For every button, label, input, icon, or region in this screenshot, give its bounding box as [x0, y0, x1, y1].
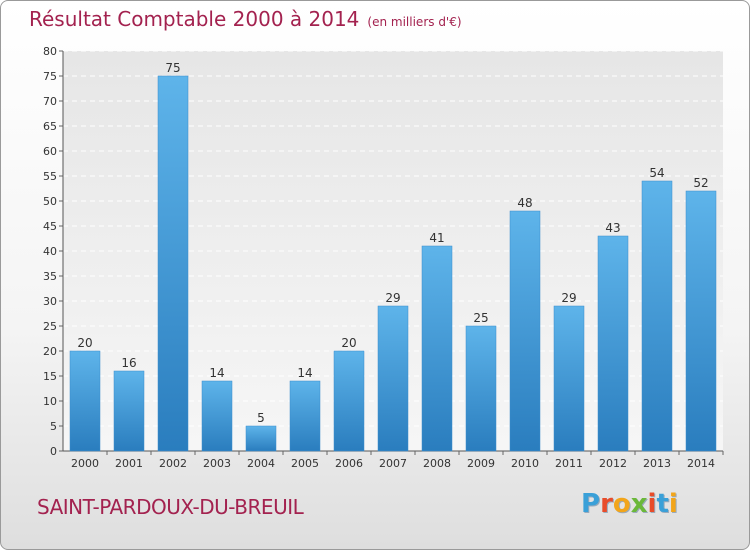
x-tick-label: 2013 — [643, 457, 671, 470]
bar-value-label: 16 — [121, 356, 136, 370]
x-tick-label: 2005 — [291, 457, 319, 470]
logo-letter: t — [656, 489, 669, 519]
logo-letter: i — [647, 489, 657, 519]
bar-value-label: 43 — [605, 221, 620, 235]
bar — [333, 350, 365, 452]
logo-letter: x — [630, 489, 648, 519]
bar-value-label: 5 — [257, 411, 265, 425]
x-tick-label: 2007 — [379, 457, 407, 470]
y-tick-label: 15 — [43, 370, 57, 383]
y-tick-label: 25 — [43, 320, 57, 333]
bar — [685, 190, 717, 452]
y-tick-label: 55 — [43, 170, 57, 183]
bar-value-label: 48 — [517, 196, 532, 210]
y-tick-label: 80 — [43, 45, 57, 58]
y-tick-label: 60 — [43, 145, 57, 158]
x-tick-label: 2001 — [115, 457, 143, 470]
y-tick-label: 70 — [43, 95, 57, 108]
y-tick-label: 35 — [43, 270, 57, 283]
bar — [69, 350, 101, 452]
commune-name: SAINT-PARDOUX-DU-BREUIL — [37, 495, 304, 519]
chart-title-text: Résultat Comptable 2000 à 2014 — [29, 7, 360, 31]
bar-value-label: 54 — [649, 166, 664, 180]
x-tick-label: 2014 — [687, 457, 715, 470]
chart-unit: (en milliers d'€) — [367, 15, 462, 29]
bar-value-label: 25 — [473, 311, 488, 325]
proxiti-logo: Proxiti — [581, 489, 678, 519]
bar — [421, 245, 453, 452]
y-tick-label: 20 — [43, 345, 57, 358]
bar — [465, 325, 497, 452]
bar-value-label: 29 — [561, 291, 576, 305]
bar — [377, 305, 409, 452]
x-tick-label: 2006 — [335, 457, 363, 470]
bar-value-label: 29 — [385, 291, 400, 305]
bar — [641, 180, 673, 452]
logo-letter: r — [600, 489, 613, 519]
logo-letter: i — [668, 489, 678, 519]
bar-value-label: 20 — [341, 336, 356, 350]
bar — [113, 370, 145, 452]
bar-value-label: 14 — [209, 366, 224, 380]
x-tick-label: 2003 — [203, 457, 231, 470]
y-tick-label: 45 — [43, 220, 57, 233]
bar-value-label: 41 — [429, 231, 444, 245]
bar — [597, 235, 629, 452]
chart-title: Résultat Comptable 2000 à 2014 (en millie… — [29, 7, 462, 31]
x-tick-label: 2000 — [71, 457, 99, 470]
y-tick-label: 50 — [43, 195, 57, 208]
y-tick-label: 75 — [43, 70, 57, 83]
bar-value-label: 52 — [693, 176, 708, 190]
y-tick-label: 10 — [43, 395, 57, 408]
y-tick-label: 0 — [50, 445, 57, 458]
bar-value-label: 75 — [165, 61, 180, 75]
bar — [553, 305, 585, 452]
bar — [289, 380, 321, 452]
x-tick-label: 2011 — [555, 457, 583, 470]
bar — [509, 210, 541, 452]
bar-value-label: 20 — [77, 336, 92, 350]
bar — [157, 75, 189, 452]
x-tick-label: 2008 — [423, 457, 451, 470]
bar-value-label: 14 — [297, 366, 312, 380]
bar — [201, 380, 233, 452]
x-tick-label: 2010 — [511, 457, 539, 470]
y-tick-label: 30 — [43, 295, 57, 308]
y-tick-label: 40 — [43, 245, 57, 258]
y-tick-label: 65 — [43, 120, 57, 133]
logo-letter: P — [581, 489, 601, 519]
x-tick-label: 2009 — [467, 457, 495, 470]
x-tick-label: 2002 — [159, 457, 187, 470]
bar — [245, 425, 277, 452]
logo-letter: o — [612, 489, 631, 519]
y-tick-label: 5 — [50, 420, 57, 433]
x-tick-label: 2004 — [247, 457, 275, 470]
x-tick-label: 2012 — [599, 457, 627, 470]
